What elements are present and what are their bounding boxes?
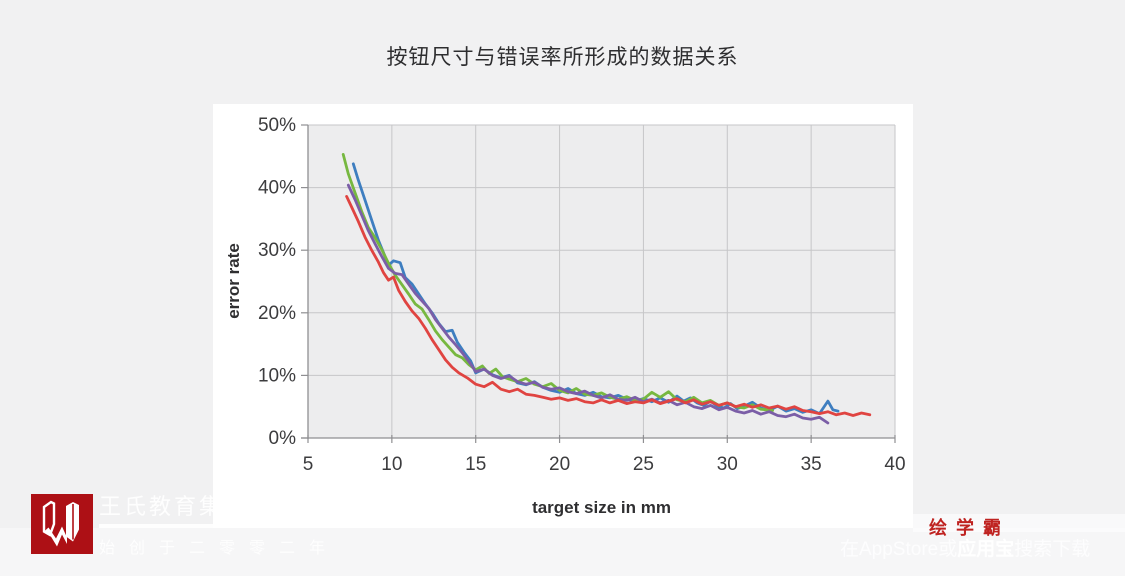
- svg-text:50%: 50%: [258, 115, 296, 136]
- page-title: 按钮尺寸与错误率所形成的数据关系: [386, 46, 739, 69]
- svg-text:0%: 0%: [269, 428, 297, 449]
- wangs-education-logo-icon: [31, 494, 93, 554]
- chart-plot-svg: 0% 10% 20% 30% 40% 50% 5 10 15 20 25 30 35 40: [258, 115, 906, 475]
- svg-text:30%: 30%: [258, 240, 296, 261]
- background-bottom-band: [0, 528, 1125, 576]
- svg-text:40%: 40%: [258, 178, 296, 199]
- svg-text:10%: 10%: [258, 365, 296, 386]
- svg-text:30: 30: [717, 454, 738, 475]
- svg-text:40: 40: [884, 454, 905, 475]
- watermark-highlight-band: [913, 514, 1125, 532]
- y-axis-title: error rate: [224, 243, 243, 319]
- watermark-tutorials-text: 多免费精品教程: [0, 489, 5, 514]
- x-axis-title: target size in mm: [532, 498, 671, 517]
- svg-text:25: 25: [633, 454, 654, 475]
- watermark-download-text: 在AppStore或应用宝搜索下载: [840, 534, 1090, 561]
- watermark-org-name: 王氏教育集: [99, 494, 225, 519]
- svg-text:20: 20: [549, 454, 570, 475]
- svg-text:35: 35: [801, 454, 822, 475]
- watermark-app-name: 绘学霸: [929, 518, 1010, 538]
- svg-text:20%: 20%: [258, 303, 296, 324]
- svg-text:10: 10: [381, 454, 402, 475]
- watermark-divider-bar: [99, 524, 213, 528]
- svg-text:5: 5: [303, 454, 314, 475]
- download-suffix: 搜索下载: [1014, 539, 1091, 560]
- chart-panel: 0% 10% 20% 30% 40% 50% 5 10 15 20 25 30 35 40 error r…: [213, 104, 913, 528]
- download-store-name: 应用宝: [957, 539, 1015, 560]
- download-prefix: 在AppStore或: [840, 539, 958, 560]
- svg-text:15: 15: [465, 454, 486, 475]
- watermark-founded-text: 始创于二零零二年: [99, 540, 340, 557]
